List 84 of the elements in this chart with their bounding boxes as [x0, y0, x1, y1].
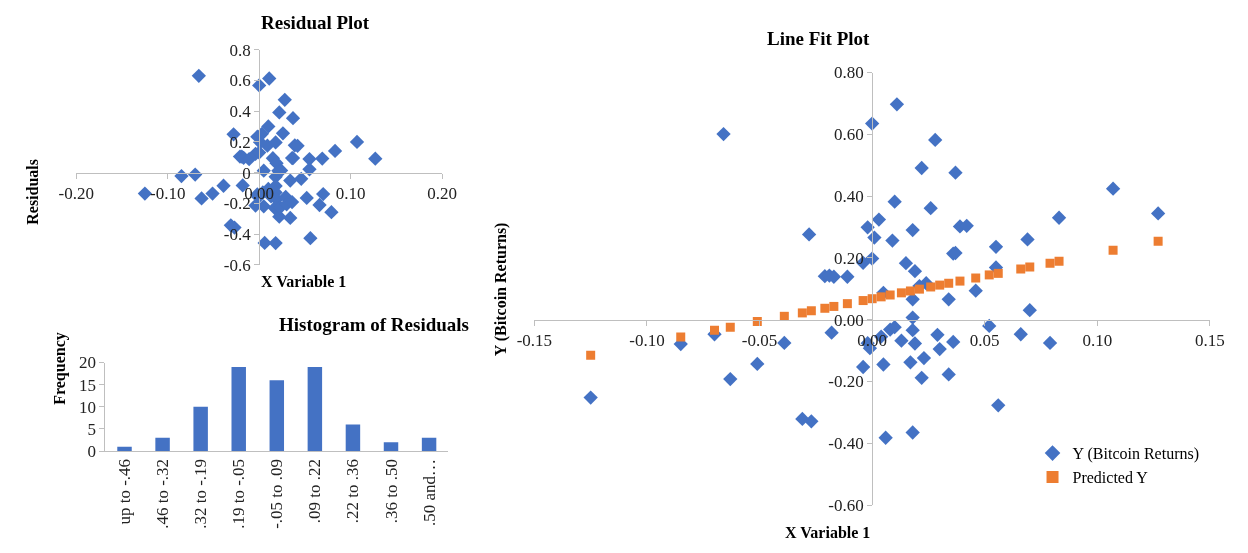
x-axis-title: X Variable 1 [261, 273, 347, 290]
y-tick-label: 5 [87, 419, 97, 439]
bar [421, 437, 437, 452]
x-tick-label: -0.10 [150, 183, 186, 203]
point [1108, 245, 1118, 255]
point [993, 268, 1003, 278]
point [676, 332, 686, 342]
point [858, 296, 868, 306]
x-tick-label: -0.05 [741, 331, 778, 351]
y-tick-label: 0.00 [833, 310, 864, 330]
point [914, 284, 924, 294]
point [944, 278, 954, 288]
y-tick-label: -0.4 [223, 224, 252, 244]
point [829, 301, 839, 311]
y-tick-label: 0.2 [229, 132, 251, 152]
point [984, 270, 994, 280]
point [971, 273, 981, 283]
y-axis-title: Y (Bitcoin Returns) [491, 222, 510, 357]
y-tick-label: 15 [79, 375, 97, 395]
bar [345, 424, 361, 452]
legend-label: Predicted Y [1072, 469, 1149, 487]
x-tick-label: 0.05 [969, 331, 1000, 351]
point [710, 325, 720, 335]
point [1025, 262, 1035, 272]
bar [269, 380, 285, 452]
x-tick-label: -0.10 [629, 331, 665, 351]
chart-title: Residual Plot [261, 12, 370, 33]
bar [117, 446, 132, 452]
x-tick-label: .32 to -.19 [191, 458, 211, 529]
x-tick-label: .46 to -.32 [153, 458, 173, 529]
point [586, 350, 596, 360]
y-tick-label: 20 [79, 353, 97, 373]
point [725, 322, 735, 332]
point [1054, 256, 1064, 266]
x-axis-title: X Variable 1 [785, 524, 871, 541]
y-tick-label: 0 [242, 163, 251, 183]
x-tick-label: .22 to .36 [343, 458, 363, 524]
x-tick-label: 0.20 [427, 183, 457, 203]
point [1153, 236, 1163, 246]
y-tick-label: -0.20 [828, 372, 864, 392]
y-tick-label: 0.8 [229, 40, 251, 60]
x-tick-label: -.05 to .09 [267, 458, 287, 529]
y-tick-label: 0.80 [833, 63, 864, 83]
x-tick-label: .50 and… [419, 458, 439, 526]
y-tick-label: 0.6 [229, 71, 251, 91]
chart-title: Histogram of Residuals [279, 314, 469, 335]
point [885, 290, 895, 300]
y-tick-label: 0.60 [833, 125, 864, 145]
point [842, 299, 852, 309]
y-tick-label: -0.60 [828, 496, 864, 516]
point [876, 292, 886, 302]
x-tick-label: .36 to .50 [381, 458, 401, 524]
bar [383, 442, 399, 452]
point [820, 303, 830, 313]
x-tick-label: up to -.46 [115, 458, 135, 525]
chart-title: Line Fit Plot [767, 28, 871, 49]
point [955, 276, 965, 286]
y-tick-label: 0.4 [229, 102, 252, 122]
y-tick-label: -0.6 [223, 255, 251, 275]
point [1045, 258, 1055, 268]
y-tick-label: -0.40 [828, 434, 864, 454]
bar [155, 437, 170, 452]
point [905, 286, 915, 296]
x-tick-label: -0.15 [516, 331, 553, 351]
bar [193, 406, 208, 452]
y-tick-label: 0.40 [833, 187, 864, 207]
x-tick-label: .19 to -.05 [229, 458, 249, 529]
bar [307, 366, 323, 452]
y-tick-label: 0.20 [833, 248, 864, 268]
x-tick-label: 0.10 [1082, 331, 1113, 351]
x-tick-label: .09 to .22 [305, 458, 325, 524]
legend-label: Y (Bitcoin Returns) [1072, 445, 1200, 464]
y-axis-title: Residuals [24, 158, 42, 225]
point [806, 306, 816, 316]
x-tick-label: 0.10 [335, 183, 366, 203]
x-tick-label: 0.15 [1195, 331, 1225, 351]
y-tick-label: 0 [87, 442, 97, 462]
y-tick-label: 10 [79, 397, 97, 417]
point [1016, 264, 1026, 274]
y-axis-title: Frequency [51, 332, 70, 405]
point [896, 288, 906, 298]
bar [231, 366, 246, 452]
point [797, 308, 807, 318]
point [935, 280, 945, 290]
